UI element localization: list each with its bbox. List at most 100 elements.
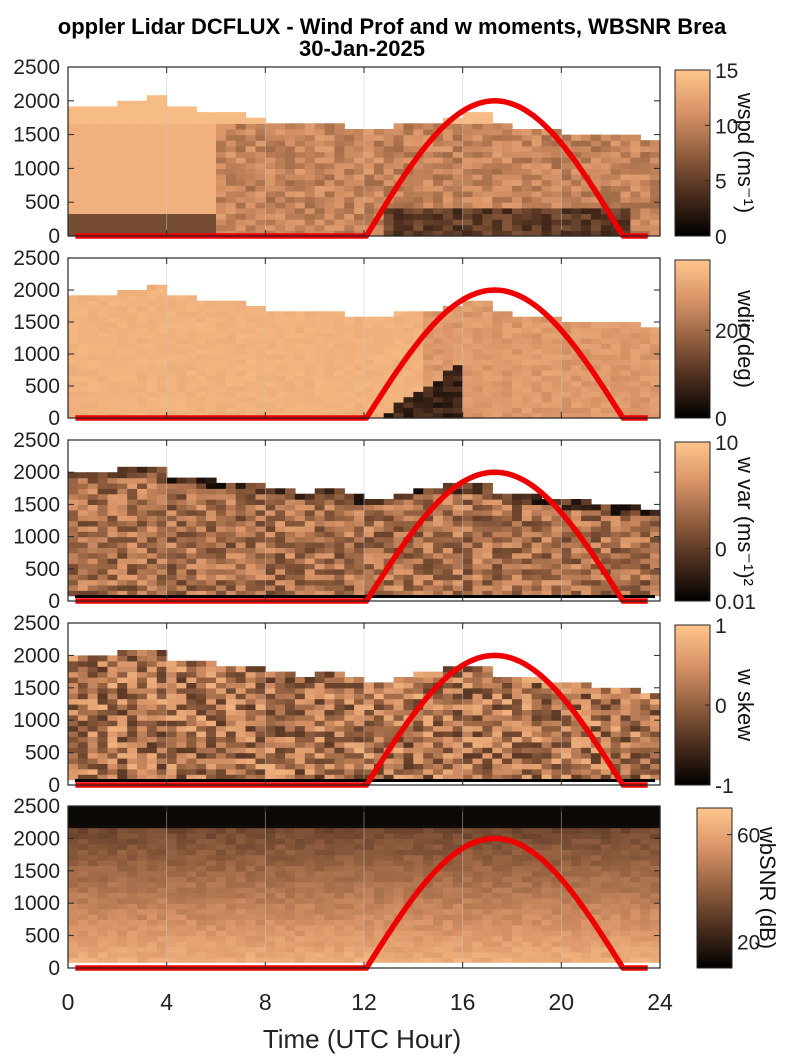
heatmap-cell <box>245 536 257 543</box>
heatmap-cell <box>423 123 434 130</box>
heatmap-cell <box>650 196 661 203</box>
heatmap-cell <box>137 179 148 186</box>
heatmap-cell <box>196 579 207 586</box>
heatmap-cell <box>581 682 592 689</box>
heatmap-cell <box>551 531 562 538</box>
heatmap-cell <box>590 412 602 419</box>
heatmap-cell <box>630 714 641 721</box>
heatmap-cell <box>462 412 474 419</box>
heatmap-cell <box>77 499 89 505</box>
heatmap-cell <box>462 747 474 754</box>
heatmap-cell <box>630 563 641 570</box>
heatmap-cell <box>156 224 168 231</box>
heatmap-cell <box>561 504 572 511</box>
heatmap-cell <box>97 525 109 532</box>
heatmap-cell <box>630 386 641 392</box>
heatmap-cell <box>225 219 237 226</box>
heatmap-cell <box>225 117 237 124</box>
heatmap-cell <box>650 157 661 164</box>
heatmap-cell <box>146 151 158 158</box>
heatmap-cell <box>304 579 316 586</box>
heatmap-cell <box>423 698 434 705</box>
heatmap-cell <box>472 402 483 408</box>
heatmap-cell <box>97 655 109 662</box>
heatmap-cell <box>127 364 138 371</box>
heatmap-cell <box>354 731 365 737</box>
heatmap-cell <box>521 590 533 597</box>
heatmap-cell <box>196 536 207 543</box>
heatmap-cell <box>225 396 237 403</box>
heatmap-cell <box>225 322 237 328</box>
heatmap-cell <box>541 327 553 334</box>
heatmap-cell <box>245 179 257 186</box>
heatmap-cell <box>137 190 148 198</box>
heatmap-cell <box>442 504 454 511</box>
heatmap-cell <box>521 157 533 164</box>
heatmap-cell <box>265 219 276 226</box>
heatmap-cell <box>512 202 523 209</box>
heatmap-cell <box>285 590 296 597</box>
heatmap-cell <box>87 348 99 355</box>
heatmap-cell <box>216 584 227 591</box>
heatmap-cell <box>413 552 424 559</box>
heatmap-cell <box>294 174 306 181</box>
heatmap-cell <box>225 134 237 141</box>
heatmap-cell <box>502 531 513 538</box>
heatmap-cell <box>146 134 158 141</box>
heatmap-cell <box>146 106 158 113</box>
heatmap-cell <box>521 752 533 759</box>
heatmap-cell <box>324 547 335 554</box>
heatmap-cell <box>275 402 286 408</box>
heatmap-cell <box>294 763 306 770</box>
heatmap-cell <box>452 402 464 408</box>
heatmap-cell <box>294 574 306 581</box>
heatmap-cell <box>117 720 128 727</box>
heatmap-cell <box>97 682 109 689</box>
heatmap-cell <box>472 768 483 775</box>
heatmap-cell <box>502 123 513 130</box>
heatmap-cell <box>610 568 622 575</box>
heatmap-cell <box>423 162 434 169</box>
heatmap-cell <box>364 725 375 732</box>
heatmap-cell <box>324 134 335 141</box>
heatmap-cell <box>492 359 503 366</box>
heatmap-cell <box>600 407 612 414</box>
heatmap-cell <box>354 763 365 770</box>
heatmap-cell <box>502 316 513 323</box>
heatmap-cell <box>166 515 178 522</box>
heatmap-cell <box>97 671 109 678</box>
heatmap-cell <box>344 157 355 164</box>
heatmap-cell <box>225 348 237 355</box>
heatmap-cell <box>393 168 405 175</box>
heatmap-cell <box>255 763 266 770</box>
heatmap-cell <box>403 359 414 366</box>
heatmap-cell <box>620 709 631 716</box>
heatmap-cell <box>186 202 197 209</box>
heatmap-cell <box>600 338 612 344</box>
colorbar-tick-label: 0 <box>715 539 727 562</box>
heatmap-cell <box>373 693 385 700</box>
heatmap-cell <box>531 316 543 323</box>
heatmap-cell <box>107 117 118 124</box>
heatmap-cell <box>354 196 365 203</box>
heatmap-cell <box>413 671 424 678</box>
heatmap-cell <box>77 509 89 516</box>
heatmap-cell <box>512 151 523 158</box>
heatmap-cell <box>383 774 395 781</box>
heatmap-cell <box>87 123 99 130</box>
heatmap-cell <box>571 579 582 586</box>
heatmap-cell <box>452 752 464 759</box>
heatmap-cell <box>186 758 197 764</box>
heatmap-cell <box>452 359 464 366</box>
heatmap-cell <box>413 547 424 554</box>
y-tick-label: 500 <box>25 375 60 398</box>
heatmap-cell <box>314 574 326 581</box>
heatmap-cell <box>482 151 493 158</box>
heatmap-cell <box>442 747 454 754</box>
heatmap-cell <box>235 493 247 500</box>
heatmap-cell <box>334 515 345 522</box>
heatmap-cell <box>442 338 454 344</box>
heatmap-cell <box>285 207 296 214</box>
heatmap-cell <box>137 123 148 130</box>
heatmap-cell <box>373 515 385 522</box>
